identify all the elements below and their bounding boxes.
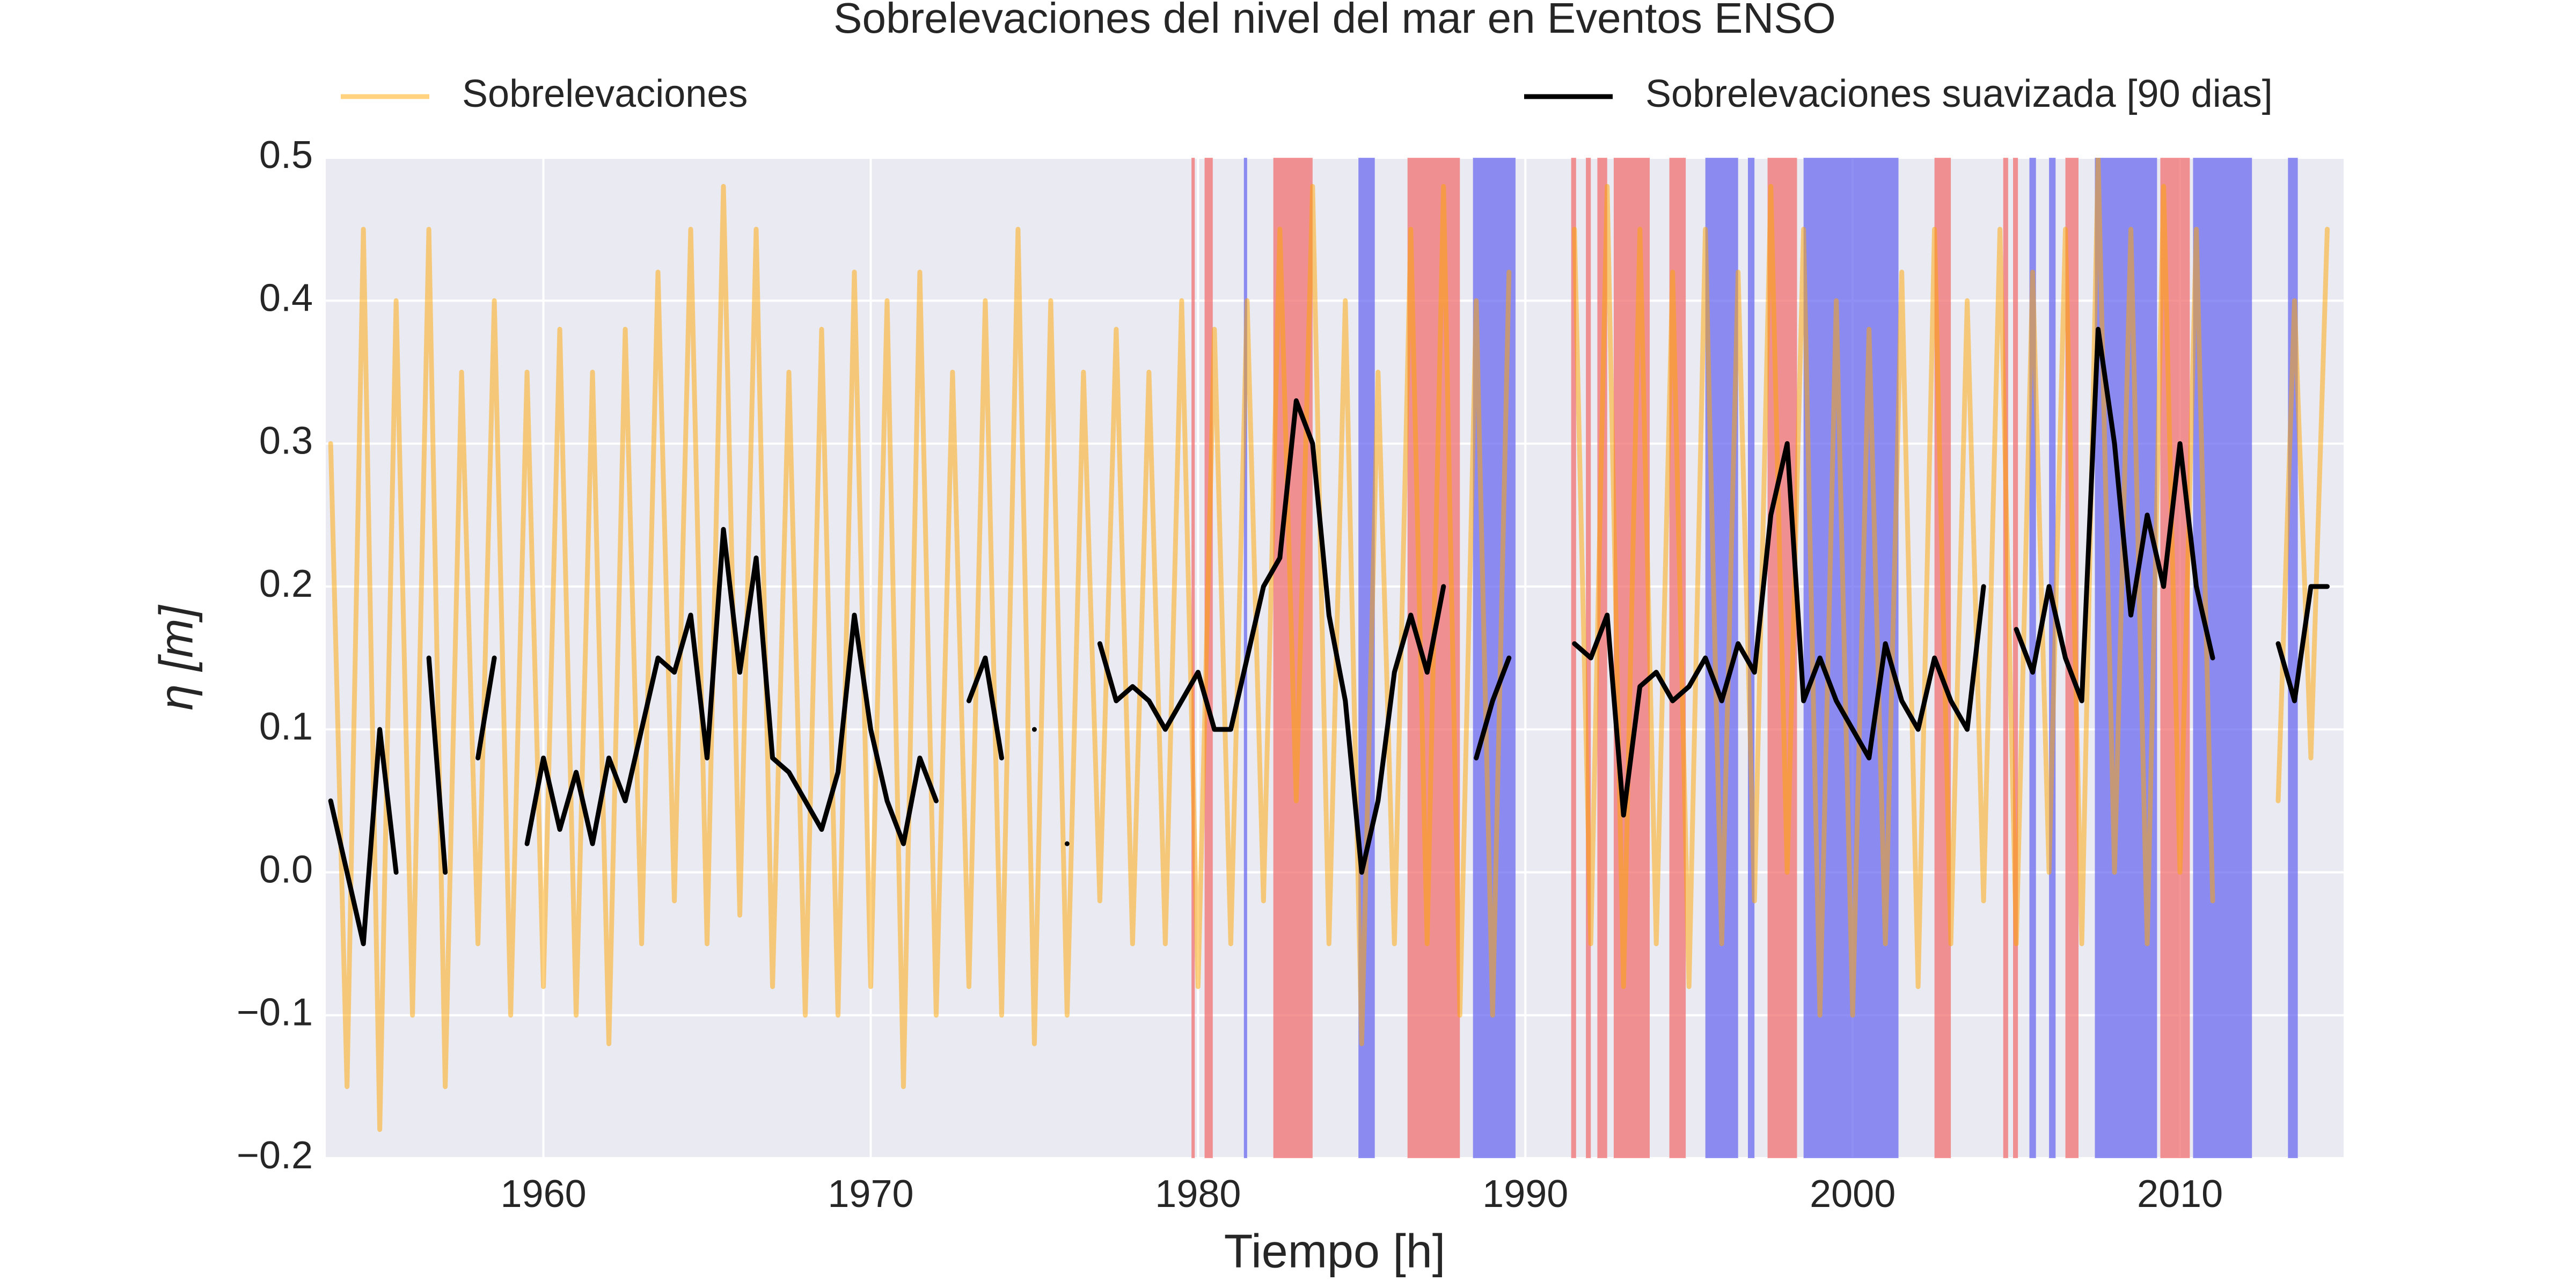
series-line (328, 158, 2330, 1132)
x-tick-label: 2000 (1810, 1173, 1896, 1216)
enso-span (1571, 158, 1576, 1158)
enso-span (1747, 158, 1755, 1158)
plot-area (328, 158, 2330, 1158)
y-tick-label: −0.1 (237, 991, 313, 1034)
y-axis-label: η [m] (149, 604, 202, 711)
y-tick-label: 0.3 (259, 420, 313, 463)
y-tick-label: 0.5 (259, 134, 313, 177)
enso-span (2095, 158, 2157, 1158)
legend-label: Sobrelevaciones (462, 72, 748, 115)
enso-span (2003, 158, 2008, 1158)
x-tick-label: 2010 (2137, 1173, 2223, 1216)
enso-span (1191, 158, 1195, 1158)
y-tick-label: −0.2 (237, 1134, 313, 1177)
chart-title: Sobrelevaciones del nivel del mar en Eve… (833, 0, 1836, 42)
x-axis-label: Tiempo [h] (1224, 1224, 1445, 1277)
y-tick-label: 0.2 (259, 562, 313, 605)
y-tick-label: 0.0 (259, 848, 313, 891)
y-tick-label: 0.1 (259, 705, 313, 748)
x-tick-label: 1980 (1155, 1173, 1241, 1216)
x-tick-label: 1970 (828, 1173, 913, 1216)
x-tick-label: 1990 (1482, 1173, 1568, 1216)
enso-span (2193, 158, 2252, 1158)
series-line (328, 327, 2330, 947)
legend-label: Sobrelevaciones suavizada [90 dias] (1645, 72, 2273, 115)
x-tick-label: 1960 (500, 1173, 586, 1216)
y-tick-label: 0.4 (259, 276, 313, 319)
enso-span (2013, 158, 2018, 1158)
